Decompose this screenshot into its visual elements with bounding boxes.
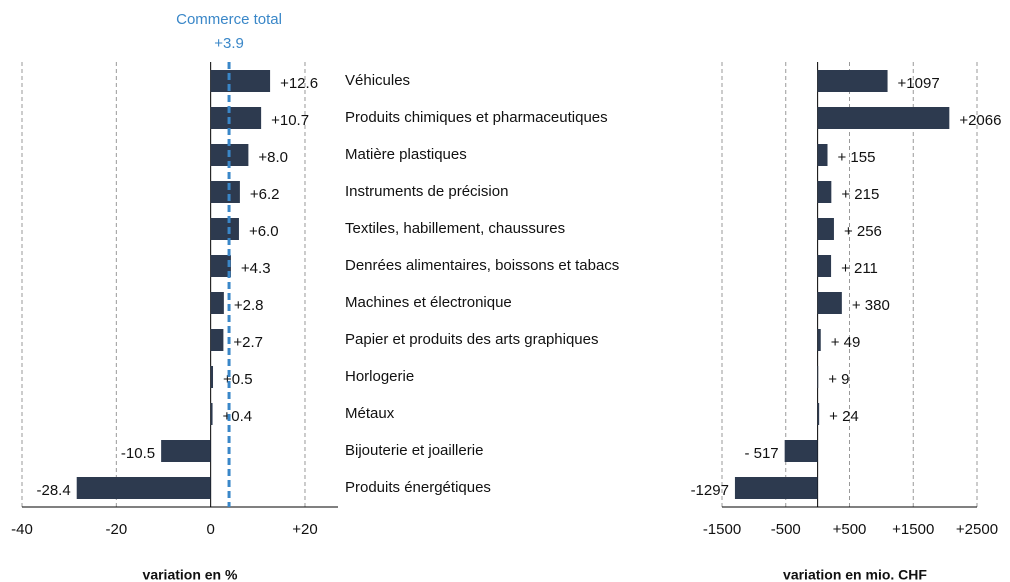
x-tick-label: -1500 (703, 521, 741, 538)
value-label: + 49 (831, 334, 861, 351)
x-tick-label: +1500 (892, 521, 934, 538)
category-label: Produits chimiques et pharmaceutiques (345, 109, 608, 126)
bar (817, 144, 828, 166)
value-label: + 155 (838, 149, 876, 166)
bar (210, 403, 213, 425)
value-label: + 9 (828, 371, 849, 388)
value-label: + 211 (841, 260, 878, 277)
bar (817, 292, 842, 314)
value-label: +10.7 (271, 112, 309, 129)
value-label: +0.5 (223, 371, 253, 388)
bar (210, 329, 224, 351)
x-tick-label: +20 (292, 521, 317, 538)
bar (817, 218, 834, 240)
value-label: +12.6 (280, 75, 318, 92)
x-tick-label: -20 (105, 521, 127, 538)
bar (734, 477, 818, 499)
value-label: +1097 (898, 75, 940, 92)
bar (817, 366, 819, 388)
value-label: + 256 (844, 223, 882, 240)
bar (817, 107, 950, 129)
bar (161, 440, 211, 462)
category-label: Instruments de précision (345, 183, 508, 200)
bar (210, 255, 231, 277)
x-tick-label: +500 (833, 521, 867, 538)
category-label: Denrées alimentaires, boissons et tabacs (345, 257, 619, 274)
bar (76, 477, 211, 499)
reference-label: Commerce total (176, 11, 282, 28)
value-label: + 24 (829, 408, 859, 425)
value-label: +4.3 (241, 260, 271, 277)
reference-value: +3.9 (214, 35, 244, 52)
value-label: -10.5 (121, 445, 155, 462)
bar (210, 107, 262, 129)
value-label: +2.8 (234, 297, 264, 314)
bar (210, 181, 240, 203)
value-label: +0.4 (223, 408, 253, 425)
bar (210, 218, 239, 240)
x-tick-label: -40 (11, 521, 33, 538)
value-label: +8.0 (258, 149, 288, 166)
category-label: Métaux (345, 405, 395, 422)
bar (817, 255, 832, 277)
value-label: + 380 (852, 297, 890, 314)
axis-title: variation en mio. CHF (783, 567, 927, 582)
category-label: Horlogerie (345, 368, 414, 385)
bar (817, 181, 832, 203)
axis-title: variation en % (143, 567, 238, 582)
bar (817, 403, 820, 425)
category-label: Matière plastiques (345, 146, 467, 163)
bar (784, 440, 818, 462)
value-label: -1297 (691, 482, 729, 499)
category-label: Bijouterie et joaillerie (345, 442, 483, 459)
category-label: Textiles, habillement, chaussures (345, 220, 565, 237)
value-label: +6.2 (250, 186, 280, 203)
bar (210, 70, 271, 92)
category-label: Produits énergétiques (345, 479, 491, 496)
category-label: Papier et produits des arts graphiques (345, 331, 598, 348)
value-label: +2066 (959, 112, 1001, 129)
bar (817, 329, 821, 351)
x-tick-label: +2500 (956, 521, 998, 538)
value-label: +6.0 (249, 223, 279, 240)
value-label: - 517 (744, 445, 778, 462)
category-label: Véhicules (345, 72, 410, 89)
value-label: +2.7 (233, 334, 263, 351)
bar (210, 366, 214, 388)
value-label: -28.4 (37, 482, 71, 499)
bar (817, 70, 888, 92)
x-tick-label: -500 (771, 521, 801, 538)
bar (210, 292, 224, 314)
x-tick-label: 0 (206, 521, 214, 538)
category-label: Machines et électronique (345, 294, 512, 311)
value-label: + 215 (841, 186, 879, 203)
